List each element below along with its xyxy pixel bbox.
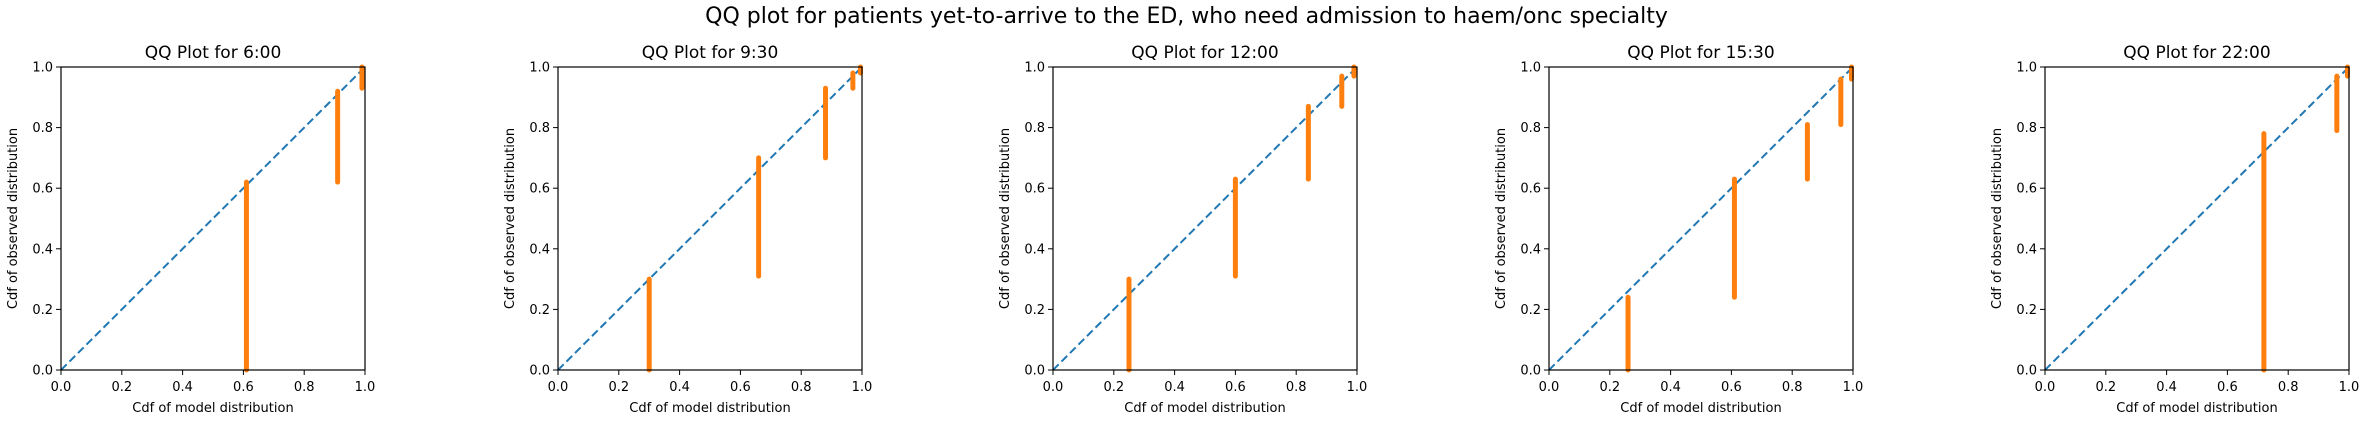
x-tick-label: 0.0 xyxy=(548,380,569,395)
x-tick-label: 0.8 xyxy=(1782,380,1803,395)
panel-title: QQ Plot for 22:00 xyxy=(2123,43,2270,63)
y-tick-label: 0.8 xyxy=(32,121,53,136)
y-axis-label: Cdf of observed distribution xyxy=(1990,128,2005,309)
axes-frame xyxy=(60,66,366,371)
x-tick-label: 0.4 xyxy=(1660,380,1681,395)
y-tick-label: 0.4 xyxy=(1024,242,1045,257)
reference-line xyxy=(61,67,365,370)
y-tick-label: 0.8 xyxy=(529,121,550,136)
y-tick-label: 0.6 xyxy=(1520,182,1541,197)
y-axis-label: Cdf of observed distribution xyxy=(1494,128,1509,309)
y-tick-label: 1.0 xyxy=(32,61,53,76)
reference-line xyxy=(1053,67,1357,370)
qq-panel-4: QQ Plot for 15:30 0.0 0.2 0.4 0.6 0.8 1.0 0.0 0.… xyxy=(1494,43,1863,416)
x-tick-label: 1.0 xyxy=(852,380,873,395)
y-tick-label: 0.2 xyxy=(1520,303,1541,318)
x-tick-label: 0.4 xyxy=(1164,380,1185,395)
y-axis-label: Cdf of observed distribution xyxy=(998,128,1013,309)
x-tick-label: 1.0 xyxy=(2339,380,2360,395)
y-tick-label: 0.4 xyxy=(2016,242,2037,257)
x-axis-label: Cdf of model distribution xyxy=(1124,401,1285,416)
x-tick-label: 0.0 xyxy=(1043,380,1064,395)
axes-frame xyxy=(1052,66,1358,371)
y-tick-label: 0.8 xyxy=(1520,121,1541,136)
y-tick-label: 0.0 xyxy=(1024,364,1045,379)
axes-frame xyxy=(1548,66,1854,371)
y-tick-label: 1.0 xyxy=(529,61,550,76)
x-tick-label: 1.0 xyxy=(355,380,376,395)
y-tick-label: 0.0 xyxy=(2016,364,2037,379)
y-tick-label: 0.6 xyxy=(529,182,550,197)
reference-line xyxy=(2045,67,2349,370)
x-tick-label: 0.8 xyxy=(294,380,315,395)
y-axis-label: Cdf of observed distribution xyxy=(6,128,21,309)
y-tick-label: 0.4 xyxy=(32,242,53,257)
x-tick-label: 0.0 xyxy=(1539,380,1560,395)
y-tick-label: 0.6 xyxy=(1024,182,1045,197)
y-tick-label: 0.4 xyxy=(1520,242,1541,257)
y-tick-label: 1.0 xyxy=(1520,61,1541,76)
y-tick-label: 0.8 xyxy=(2016,121,2037,136)
x-tick-label: 0.0 xyxy=(51,380,72,395)
qq-panel-3: QQ Plot for 12:00 0.0 0.2 0.4 0.6 0.8 1.0 0.0 0.… xyxy=(998,43,1367,416)
x-tick-label: 1.0 xyxy=(1347,380,1368,395)
y-tick-label: 0.6 xyxy=(32,182,53,197)
x-tick-label: 1.0 xyxy=(1843,380,1864,395)
y-tick-label: 0.2 xyxy=(1024,303,1045,318)
y-tick-label: 0.4 xyxy=(529,242,550,257)
reference-line xyxy=(1549,67,1853,370)
x-tick-label: 0.4 xyxy=(2156,380,2177,395)
qq-panel-5: QQ Plot for 22:00 0.0 0.2 0.4 0.6 0.8 1.0 0.0 0.… xyxy=(1990,43,2359,416)
y-tick-label: 1.0 xyxy=(2016,61,2037,76)
y-tick-label: 0.0 xyxy=(1520,364,1541,379)
figure-title: QQ plot for patients yet-to-arrive to th… xyxy=(705,4,1668,29)
y-tick-label: 0.8 xyxy=(1024,121,1045,136)
x-axis-label: Cdf of model distribution xyxy=(1620,401,1781,416)
x-tick-label: 0.6 xyxy=(1721,380,1742,395)
x-tick-label: 0.0 xyxy=(2035,380,2056,395)
y-tick-label: 0.0 xyxy=(529,364,550,379)
y-axis-label: Cdf of observed distribution xyxy=(503,128,518,309)
x-tick-label: 0.2 xyxy=(1103,380,1124,395)
reference-line xyxy=(558,67,862,370)
panel-title: QQ Plot for 9:30 xyxy=(642,43,779,63)
x-tick-label: 0.6 xyxy=(233,380,254,395)
x-tick-label: 0.2 xyxy=(608,380,629,395)
x-tick-label: 0.6 xyxy=(2217,380,2238,395)
x-tick-label: 0.8 xyxy=(2278,380,2299,395)
axes-frame xyxy=(2044,66,2350,371)
x-tick-label: 0.8 xyxy=(1286,380,1307,395)
panel-title: QQ Plot for 6:00 xyxy=(145,43,282,63)
x-tick-label: 0.6 xyxy=(730,380,751,395)
y-tick-label: 1.0 xyxy=(1024,61,1045,76)
panel-title: QQ Plot for 15:30 xyxy=(1627,43,1774,63)
y-tick-label: 0.2 xyxy=(2016,303,2037,318)
y-tick-label: 0.2 xyxy=(529,303,550,318)
x-tick-label: 0.8 xyxy=(791,380,812,395)
x-tick-label: 0.2 xyxy=(2095,380,2116,395)
x-axis-label: Cdf of model distribution xyxy=(629,401,790,416)
panel-title: QQ Plot for 12:00 xyxy=(1131,43,1278,63)
x-tick-label: 0.4 xyxy=(669,380,690,395)
x-axis-label: Cdf of model distribution xyxy=(132,401,293,416)
y-tick-label: 0.2 xyxy=(32,303,53,318)
x-tick-label: 0.6 xyxy=(1225,380,1246,395)
x-tick-label: 0.4 xyxy=(172,380,193,395)
x-tick-label: 0.2 xyxy=(1599,380,1620,395)
x-axis-label: Cdf of model distribution xyxy=(2116,401,2277,416)
x-tick-label: 0.2 xyxy=(111,380,132,395)
y-tick-label: 0.0 xyxy=(32,364,53,379)
axes-frame xyxy=(557,66,863,371)
qq-panel-2: QQ Plot for 9:30 0.0 0.2 0.4 0.6 0.8 1.0 0.0 0.2… xyxy=(503,43,872,416)
y-tick-label: 0.6 xyxy=(2016,182,2037,197)
qq-panel-1: QQ Plot for 6:00 0.0 0.2 0.4 0.6 0.8 1.0 0.0 0.2… xyxy=(6,43,375,416)
